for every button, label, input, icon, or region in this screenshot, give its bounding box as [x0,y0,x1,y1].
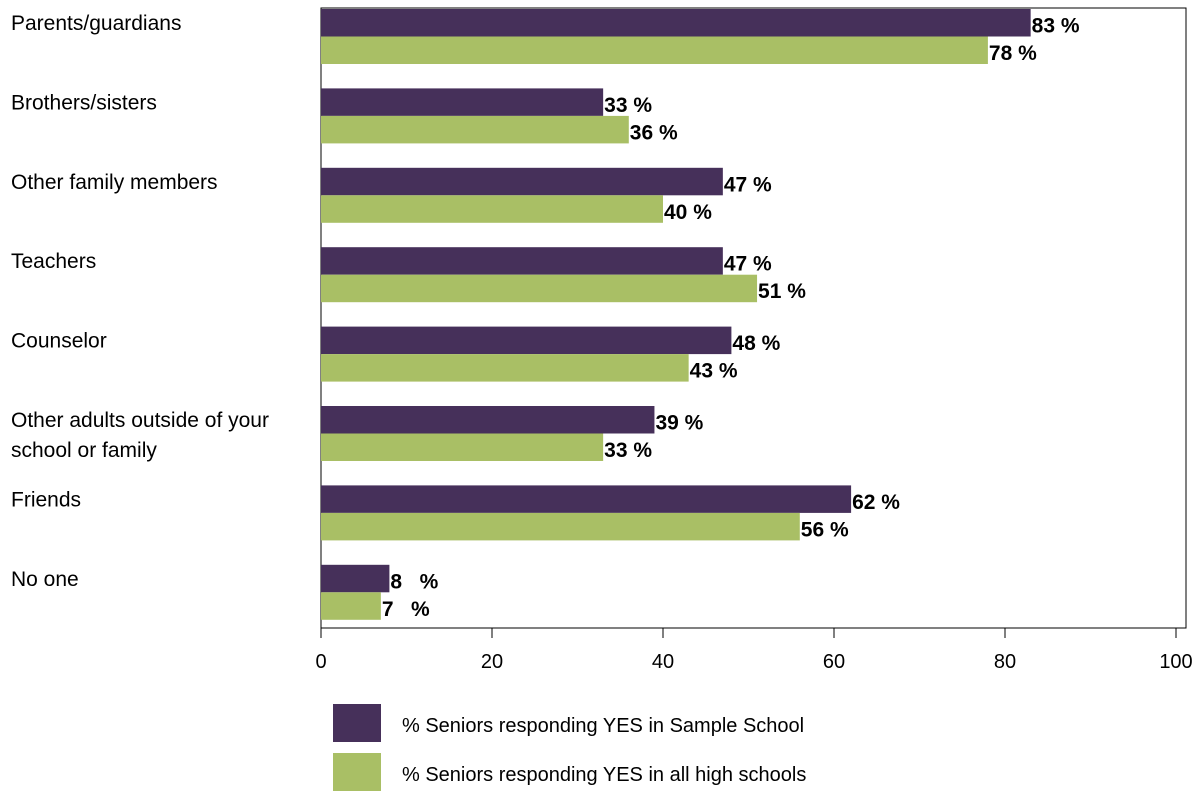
data-label: 33 % [604,94,652,117]
data-label: 7 % [382,598,430,621]
category-label: Other adults outside of your [11,409,269,432]
x-tick-label: 80 [994,651,1016,673]
data-label: 47 % [724,253,772,276]
legend-label: % Seniors responding YES in Sample Schoo… [402,715,804,737]
bar-series-1 [321,167,723,196]
category-label: Brothers/sisters [11,91,157,114]
legend-swatch [333,753,381,791]
category-label-group: Parents/guardians Brothers/sisters Other f… [11,12,269,591]
bar-series-2 [321,274,758,303]
category-label: Parents/guardians [11,12,181,35]
bar-series-1 [321,88,604,116]
bar-series-2 [321,195,663,223]
data-label: 62 % [852,491,900,514]
x-tick-label: 60 [823,651,845,673]
bar-series-2 [321,115,629,144]
data-label: 8 % [390,570,438,593]
category-label: Counselor [11,330,107,353]
category-label: Other family members [11,171,218,194]
data-label: 48 % [732,332,780,355]
legend-swatch [333,704,381,742]
data-label: 78 % [989,42,1037,65]
plot-area [320,7,1187,629]
data-label: 36 % [630,121,678,144]
bar-series-2 [321,592,381,620]
data-label: 51 % [758,280,806,303]
legend: % Seniors responding YES in Sample Schoo… [333,704,806,791]
plot-border [320,7,1187,629]
category-label: Teachers [11,250,96,273]
bar-series-1 [321,326,732,355]
data-label-group: 83 % 78 % 33 % 36 % 47 % 40 % 47 % 51 % 48 % 43 %… [382,15,1080,621]
bar-series-2 [321,354,689,382]
category-label: school or family [11,439,157,462]
x-tick-label: 40 [652,651,674,673]
data-label: 39 % [655,412,703,435]
data-label: 56 % [801,518,849,541]
bar-series-2 [321,512,800,541]
data-label: 40 % [664,201,712,224]
data-label: 33 % [604,439,652,462]
data-label: 47 % [724,173,772,196]
bar-series-1 [321,485,852,513]
x-tick-label: 100 [1159,651,1192,673]
bar-series-2 [321,36,988,64]
bar-series-1 [321,564,390,593]
category-label: Friends [11,488,81,511]
bar-series-1 [321,406,655,434]
bar-series-1 [321,9,1031,37]
legend-label: % Seniors responding YES in all high sch… [402,764,806,786]
bar-series-1 [321,247,723,275]
data-label: 43 % [690,360,738,383]
category-label: No one [11,568,79,591]
x-tick-label: 20 [481,651,503,673]
bar-series-2 [321,433,604,461]
bar-group [321,9,1031,620]
x-tick-label: 0 [315,651,326,673]
data-label: 83 % [1032,15,1080,38]
x-axis: 0 20 40 60 80 100 [315,628,1193,673]
